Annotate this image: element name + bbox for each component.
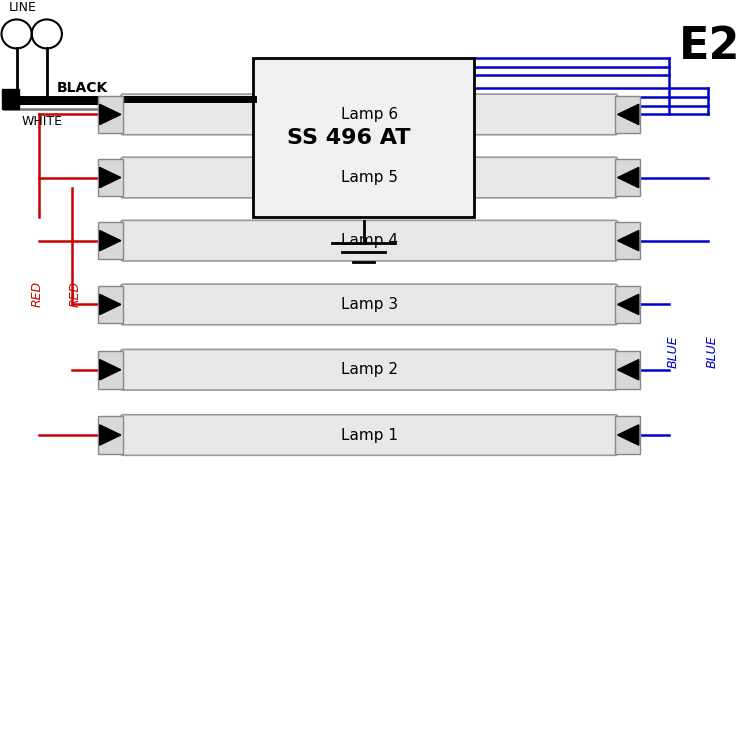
- Bar: [615, 222, 640, 260]
- FancyBboxPatch shape: [121, 414, 618, 456]
- Polygon shape: [618, 105, 639, 124]
- FancyBboxPatch shape: [121, 350, 618, 390]
- Bar: [253, 58, 474, 217]
- FancyBboxPatch shape: [121, 220, 618, 261]
- Text: E2: E2: [679, 25, 740, 68]
- Text: Lamp 2: Lamp 2: [341, 362, 398, 378]
- Text: WHITE: WHITE: [21, 115, 62, 128]
- Polygon shape: [618, 230, 639, 251]
- Polygon shape: [618, 167, 639, 188]
- Polygon shape: [100, 294, 121, 314]
- Polygon shape: [618, 294, 639, 314]
- Polygon shape: [100, 360, 121, 380]
- FancyBboxPatch shape: [121, 94, 618, 135]
- Text: LINE: LINE: [9, 1, 37, 14]
- Bar: [2, 89, 19, 110]
- Text: Lamp 6: Lamp 6: [341, 107, 398, 122]
- Bar: [98, 222, 123, 260]
- Polygon shape: [100, 425, 121, 445]
- Bar: [615, 351, 640, 389]
- Text: BLUE: BLUE: [705, 336, 719, 368]
- Bar: [615, 416, 640, 454]
- Text: Lamp 4: Lamp 4: [341, 233, 398, 248]
- Text: RED: RED: [68, 280, 82, 307]
- Bar: [615, 286, 640, 323]
- Bar: [98, 286, 123, 323]
- Text: Lamp 5: Lamp 5: [341, 170, 398, 185]
- Text: BLUE: BLUE: [666, 336, 680, 368]
- Text: RED: RED: [30, 280, 44, 307]
- Bar: [98, 416, 123, 454]
- Bar: [98, 159, 123, 197]
- Bar: [98, 351, 123, 389]
- Polygon shape: [618, 425, 639, 445]
- Polygon shape: [100, 105, 121, 124]
- Text: BLACK: BLACK: [57, 81, 108, 95]
- Text: SS 496 AT: SS 496 AT: [287, 127, 410, 148]
- Text: Lamp 3: Lamp 3: [341, 297, 398, 312]
- Polygon shape: [100, 230, 121, 251]
- Polygon shape: [100, 167, 121, 188]
- Bar: [98, 96, 123, 133]
- Bar: [615, 159, 640, 197]
- Polygon shape: [618, 360, 639, 380]
- Bar: [615, 96, 640, 133]
- FancyBboxPatch shape: [121, 284, 618, 325]
- Text: Lamp 1: Lamp 1: [341, 428, 398, 442]
- FancyBboxPatch shape: [121, 158, 618, 198]
